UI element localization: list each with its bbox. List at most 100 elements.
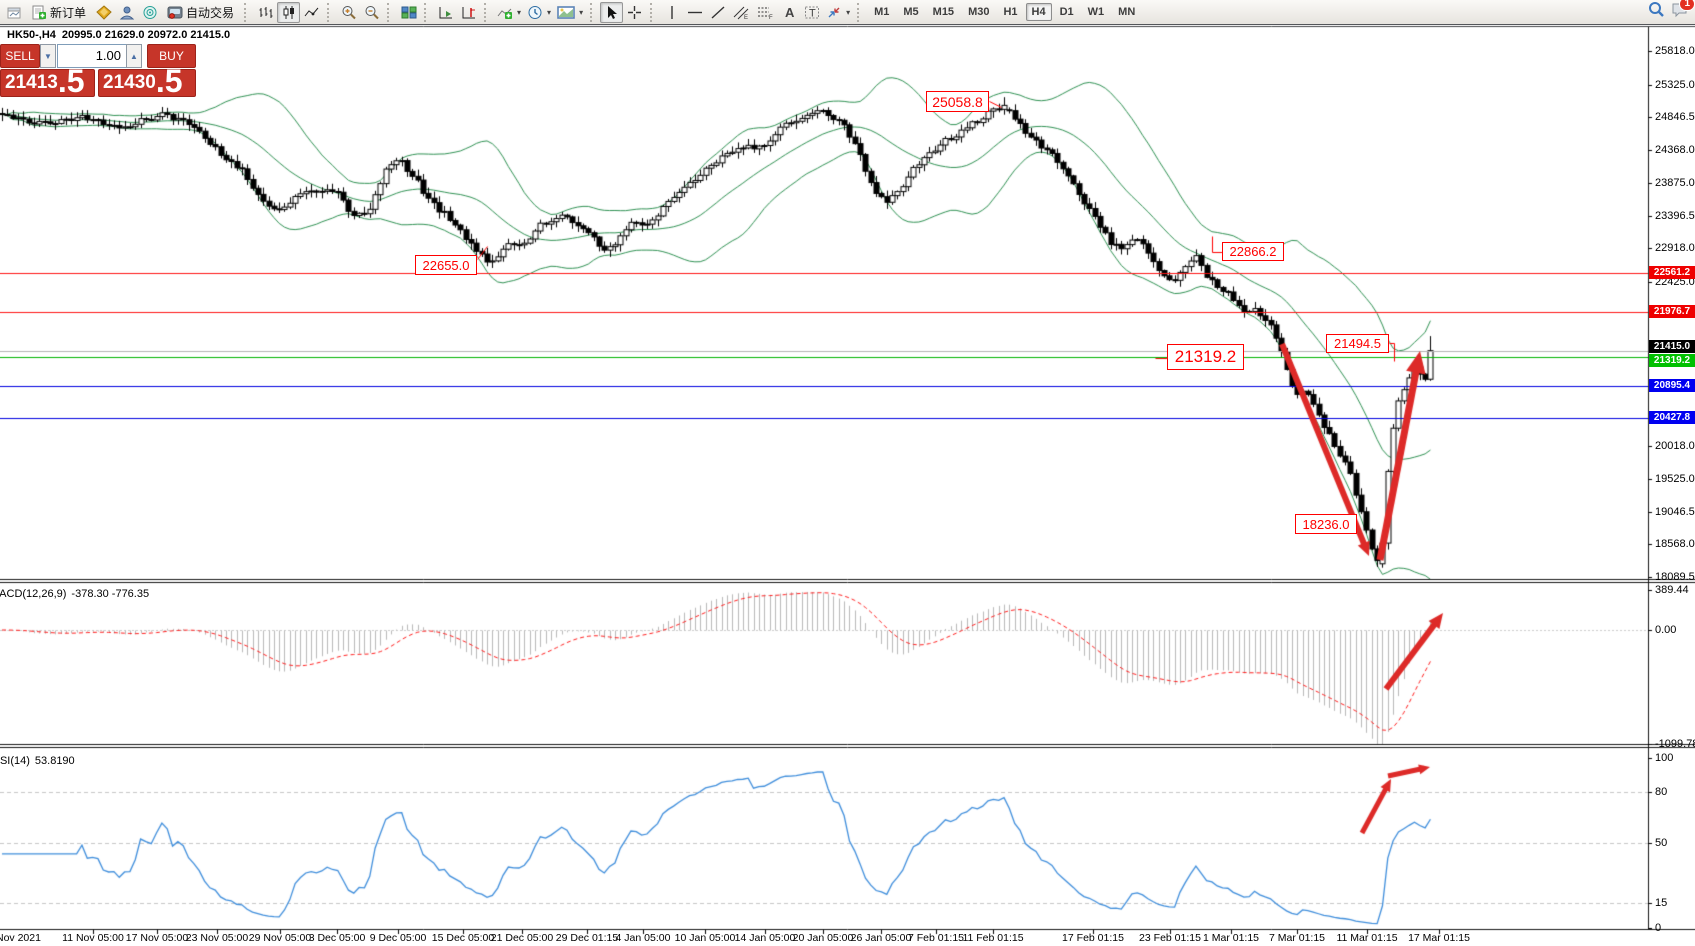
fibonacci-button[interactable]: F: [753, 2, 777, 23]
price-axis-tick: 24368.0: [1655, 143, 1695, 156]
equidistant-channel-button[interactable]: E: [729, 2, 753, 23]
horizontal-line-button[interactable]: [683, 2, 706, 23]
trendline-icon: [711, 5, 725, 19]
signals-button[interactable]: [138, 2, 161, 23]
volume-decrease-button[interactable]: ▼: [40, 44, 56, 68]
timeframe-h4-button[interactable]: H4: [1025, 3, 1052, 21]
time-axis-label: 10 Jan 05:00: [674, 932, 736, 944]
notifications-button[interactable]: 1: [1671, 0, 1695, 23]
macd-values: -378.30 -776.35: [71, 588, 150, 600]
periods-button[interactable]: ▾: [524, 2, 554, 23]
buy-price-main: 21430: [103, 72, 156, 93]
price-axis-badge: 21976.7: [1649, 305, 1695, 319]
time-axis-label: 29 Nov 05:00: [248, 932, 312, 944]
price-axis-tick: 18568.0: [1655, 538, 1695, 551]
chart-ohlc-values: 20995.0 21629.0 20972.0 21415.0: [61, 29, 231, 41]
buy-price[interactable]: 21430.5: [98, 63, 196, 99]
channel-icon: E: [733, 6, 749, 20]
svg-text:T: T: [809, 7, 816, 19]
line-chart-button[interactable]: [300, 2, 323, 23]
zoom-out-icon: [365, 5, 379, 19]
tile-windows-button[interactable]: [397, 2, 420, 23]
dropdown-caret: ▾: [579, 7, 584, 17]
rsi-axis-tick: 0: [1655, 922, 1662, 934]
bar-chart-icon: [259, 6, 273, 18]
text-a-icon: A: [785, 5, 795, 20]
toolbar-grip: [244, 2, 251, 22]
profile-button[interactable]: [115, 2, 138, 23]
price-axis-badge: 21319.2: [1649, 354, 1695, 368]
crosshair-button[interactable]: [623, 2, 646, 23]
arrows-shapes-button[interactable]: ▾: [823, 2, 853, 23]
rsi-name: RSI(14): [0, 755, 30, 767]
svg-text:F: F: [769, 15, 773, 20]
time-axis-label: 3 Dec 05:00: [308, 932, 366, 944]
indicators-button[interactable]: ▾: [494, 2, 524, 23]
timeframe-m5-button[interactable]: M5: [903, 6, 919, 18]
timeframe-d1-button[interactable]: D1: [1059, 6, 1074, 18]
price-annotation[interactable]: 21319.2: [1167, 344, 1244, 370]
bar-chart-button[interactable]: [254, 2, 277, 23]
timeframe-m30-button[interactable]: M30: [968, 6, 990, 18]
template-icon: [557, 5, 575, 19]
candlestick-chart-button[interactable]: [277, 1, 301, 23]
search-button[interactable]: [1648, 1, 1665, 23]
zoom-out-button[interactable]: [360, 2, 383, 23]
templates-button[interactable]: ▾: [554, 2, 586, 23]
chart-window-icon: [7, 7, 20, 18]
time-axis-label: 20 Jan 05:00: [792, 932, 854, 944]
svg-text:A: A: [785, 5, 795, 20]
one-click-trading-panel: SELL ▼ 1.00 ▲ BUY 21413.5 21430.5: [0, 44, 196, 98]
spinner-down-icon: ▼: [44, 51, 52, 61]
time-axis-label: 11 Feb 01:15: [962, 932, 1024, 944]
price-annotation[interactable]: 22655.0: [415, 255, 477, 275]
vertical-line-button[interactable]: [660, 2, 683, 23]
auto-scroll-button[interactable]: [434, 2, 457, 23]
price-annotation[interactable]: 21494.5: [1326, 334, 1389, 353]
timeframe-h1-button[interactable]: H1: [1003, 6, 1018, 18]
volume-increase-button[interactable]: ▲: [126, 44, 142, 68]
buy-button[interactable]: BUY: [147, 44, 196, 68]
price-annotation[interactable]: 22866.2: [1222, 242, 1284, 261]
price-axis-badge: 21415.0: [1649, 339, 1695, 353]
timeframe-m15-button[interactable]: M15: [932, 6, 955, 18]
chart-shift-button[interactable]: [457, 2, 480, 23]
sell-price[interactable]: 21413.5: [0, 65, 95, 97]
price-annotation[interactable]: 25058.8: [926, 91, 989, 112]
new-order-button[interactable]: 新订单: [25, 2, 92, 23]
text-button[interactable]: A: [777, 2, 800, 23]
text-label-button[interactable]: T: [800, 2, 823, 23]
timeframe-m1-button[interactable]: M1: [874, 6, 890, 18]
dropdown-caret: ▾: [846, 7, 851, 17]
autotrade-button[interactable]: 自动交易: [161, 2, 240, 23]
tile-windows-icon: [401, 6, 417, 18]
svg-text:E: E: [744, 15, 748, 20]
vertical-line-icon: [670, 5, 673, 19]
timeframe-mn-button[interactable]: MN: [1118, 6, 1136, 18]
time-axis-label: 9 Dec 05:00: [369, 932, 427, 944]
price-axis-tick: 25325.0: [1655, 78, 1695, 91]
metaeditor-button[interactable]: [92, 2, 115, 23]
timeframe-w1-button[interactable]: W1: [1087, 6, 1105, 18]
price-annotation[interactable]: 18236.0: [1295, 514, 1357, 534]
price-axis-tick: 23875.0: [1655, 177, 1695, 190]
new-order-icon: [32, 5, 46, 19]
price-axis-badge: 20427.8: [1649, 410, 1695, 424]
chart-window-icon: [2, 2, 25, 23]
autotrade-icon: [167, 6, 183, 19]
time-axis-label: 26 Jan 05:00: [850, 932, 912, 944]
sell-button[interactable]: SELL: [0, 44, 40, 68]
toolbar-grip: [327, 2, 334, 22]
trendline-button[interactable]: [706, 2, 729, 23]
autotrade-label: 自动交易: [186, 5, 235, 20]
buy-price-fraction: .5: [155, 63, 183, 99]
crosshair-icon: [628, 5, 642, 19]
volume-input[interactable]: 1.00: [57, 44, 127, 68]
time-axis-label: 4 Jan 05:00: [615, 932, 671, 944]
dropdown-caret: ▾: [517, 7, 522, 17]
cursor-button[interactable]: [600, 1, 624, 23]
zoom-in-button[interactable]: [337, 2, 360, 23]
time-axis-label: 21 Dec 05:00: [490, 932, 554, 944]
rsi-axis-tick: 80: [1655, 786, 1668, 798]
